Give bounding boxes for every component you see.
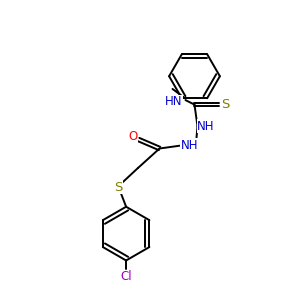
Text: HN: HN	[165, 95, 182, 108]
Text: NH: NH	[197, 120, 214, 133]
Text: O: O	[129, 130, 138, 143]
Text: Cl: Cl	[120, 270, 132, 284]
Text: S: S	[221, 98, 229, 111]
Text: S: S	[115, 181, 123, 194]
Text: NH: NH	[181, 139, 198, 152]
